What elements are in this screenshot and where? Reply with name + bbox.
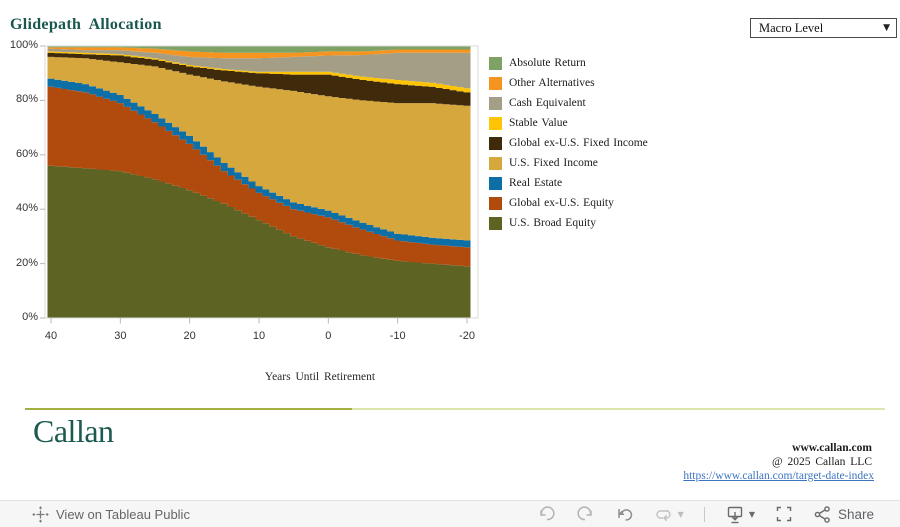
area-absolute-return[interactable] bbox=[47, 46, 471, 53]
share-button[interactable]: Share bbox=[813, 505, 874, 524]
legend-swatch bbox=[489, 176, 502, 190]
legend-swatch bbox=[489, 216, 502, 230]
area-u-s-broad-equity[interactable] bbox=[47, 165, 471, 318]
x-axis-title: Years Until Retirement bbox=[264, 371, 376, 383]
legend-item[interactable]: Cash Equivalent bbox=[489, 93, 648, 113]
view-on-tableau-link[interactable]: View on Tableau Public bbox=[32, 506, 190, 523]
legend-swatch bbox=[489, 156, 502, 170]
glidepath-chart-panel: Years Until Retirement 0% 20% 40% 60% 80% 100… bbox=[0, 38, 560, 393]
area-cash-equivalent[interactable] bbox=[47, 48, 471, 89]
tableau-toolbar: View on Tableau Public ▼ ▼ bbox=[0, 500, 900, 527]
legend-item[interactable]: U.S. Fixed Income bbox=[489, 153, 648, 173]
tableau-logo-icon bbox=[32, 506, 49, 522]
y-tick-label: 20% bbox=[15, 256, 38, 269]
legend-item[interactable]: Other Alternatives bbox=[489, 73, 648, 93]
redo-icon[interactable] bbox=[576, 505, 595, 523]
source-link[interactable]: https://www.callan.com/target-date-index bbox=[683, 470, 874, 482]
legend-label: Real Estate bbox=[509, 177, 563, 189]
website-text: www.callan.com bbox=[792, 442, 872, 454]
x-tick-label: 20 bbox=[183, 330, 196, 342]
plot-border bbox=[44, 45, 479, 319]
legend-swatch bbox=[489, 56, 502, 70]
y-tick-label: 100% bbox=[9, 39, 38, 51]
refresh-caret-icon: ▼ bbox=[677, 509, 684, 519]
legend-item[interactable]: Absolute Return bbox=[489, 53, 648, 73]
fullscreen-icon[interactable] bbox=[775, 505, 793, 523]
x-tick-label: 30 bbox=[114, 330, 127, 342]
dropdown-selected-value: Macro Level bbox=[759, 20, 824, 35]
area-real-estate[interactable] bbox=[47, 78, 471, 248]
legend-swatch bbox=[489, 116, 502, 130]
legend-item[interactable]: Stable Value bbox=[489, 113, 648, 133]
macro-level-dropdown[interactable]: Macro Level ▼ bbox=[750, 18, 897, 38]
legend-item[interactable]: Global ex-U.S. Fixed Income bbox=[489, 133, 648, 153]
y-tick-label: 80% bbox=[15, 93, 38, 106]
legend-label: Global ex-U.S. Fixed Income bbox=[509, 137, 648, 149]
chart-legend: Absolute Return Other Alternatives Cash Eq… bbox=[489, 53, 648, 233]
legend-label: Other Alternatives bbox=[509, 77, 595, 89]
y-tick-label: 40% bbox=[15, 202, 38, 215]
y-tick-label: 0% bbox=[22, 311, 38, 323]
legend-label: U.S. Fixed Income bbox=[509, 157, 598, 169]
legend-swatch bbox=[489, 196, 502, 210]
legend-swatch bbox=[489, 76, 502, 90]
x-tick-label: 0 bbox=[325, 330, 332, 342]
x-tick-label: 10 bbox=[252, 330, 266, 342]
legend-label: Global ex-U.S. Equity bbox=[509, 197, 614, 209]
copyright-text: @ 2025 Callan LLC bbox=[772, 456, 872, 468]
legend-label: Cash Equivalent bbox=[509, 97, 586, 109]
replay-icon[interactable] bbox=[615, 506, 634, 523]
area-other-alternatives[interactable] bbox=[47, 47, 471, 59]
page-title: Glidepath Allocation bbox=[10, 16, 162, 33]
stacked-area-chart[interactable] bbox=[0, 38, 560, 393]
area-global-ex-u-s-equity[interactable] bbox=[47, 86, 471, 267]
legend-swatch bbox=[489, 136, 502, 150]
chevron-down-icon: ▼ bbox=[883, 23, 890, 33]
footer-divider bbox=[25, 408, 885, 410]
x-tick-label: 40 bbox=[44, 330, 58, 342]
callan-logo: Callan bbox=[33, 413, 114, 449]
view-on-tableau-label: View on Tableau Public bbox=[56, 506, 190, 522]
toolbar-divider bbox=[703, 506, 705, 522]
download-icon[interactable]: ▼ bbox=[725, 505, 755, 524]
legend-swatch bbox=[489, 96, 502, 110]
undo-icon[interactable] bbox=[537, 505, 556, 523]
x-tick-label: -20 bbox=[459, 330, 475, 342]
legend-label: Stable Value bbox=[509, 117, 568, 129]
area-global-ex-u-s-fixed-income[interactable] bbox=[47, 52, 471, 106]
share-label: Share bbox=[837, 506, 874, 522]
area-u-s-fixed-income[interactable] bbox=[47, 56, 471, 241]
legend-item[interactable]: U.S. Broad Equity bbox=[489, 213, 648, 233]
legend-item[interactable]: Real Estate bbox=[489, 173, 648, 193]
refresh-icon[interactable]: ▼ bbox=[654, 506, 684, 523]
download-caret-icon: ▼ bbox=[748, 509, 755, 519]
x-tick-label: -10 bbox=[389, 330, 406, 342]
y-tick-label: 60% bbox=[15, 147, 38, 160]
share-icon bbox=[814, 505, 830, 523]
legend-label: U.S. Broad Equity bbox=[509, 217, 596, 229]
legend-label: Absolute Return bbox=[509, 57, 586, 69]
legend-item[interactable]: Global ex-U.S. Equity bbox=[489, 193, 648, 213]
